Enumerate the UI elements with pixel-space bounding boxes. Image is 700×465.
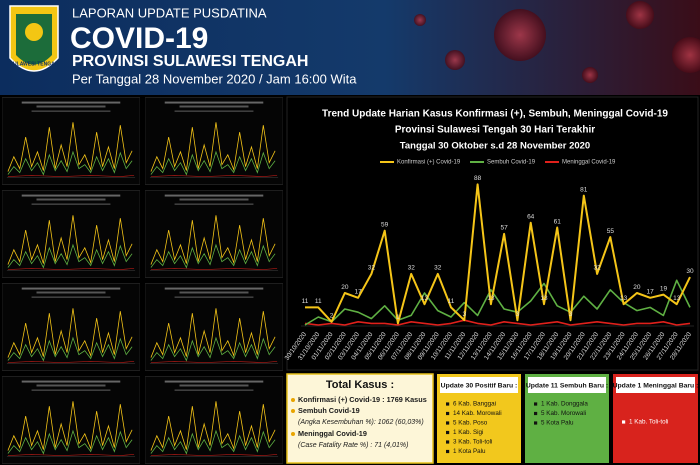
header-virus-art <box>414 1 700 83</box>
data-label: 13 <box>673 295 681 302</box>
update-box-item: 1 Kab. Toli-toli <box>629 419 668 426</box>
data-label: 64 <box>527 213 535 220</box>
bullet <box>446 440 450 444</box>
bullet <box>534 421 538 425</box>
data-label: 13 <box>620 295 628 302</box>
data-label: 20 <box>633 284 641 291</box>
data-label: 13 <box>487 295 495 302</box>
summary-item: Sembuh Covid-19 <box>298 406 360 415</box>
header-title: COVID-19 <box>70 22 208 55</box>
header-kicker: LAPORAN UPDATE PUSDATINA <box>72 5 267 20</box>
bullet <box>622 420 626 424</box>
update-box-title: Update 1 Meninggal Baru : <box>613 382 699 389</box>
bullet <box>446 430 450 435</box>
bullet <box>534 402 538 406</box>
data-label: 13 <box>540 295 548 302</box>
legend-label: Konfirmasi (+) Covid-19 <box>397 160 461 166</box>
update-box-item: 5 Kab. Morowali <box>541 410 586 417</box>
legend-label: Meninggal Covid-19 <box>562 160 616 166</box>
series-line <box>304 319 691 326</box>
header-subtitle: PROVINSI SULAWESI TENGAH <box>72 53 308 70</box>
update-box-item: 1 Kab. Donggala <box>541 401 588 408</box>
update-box-header <box>616 377 695 393</box>
data-label: 11 <box>302 298 309 305</box>
chart-subtitle: Provinsi Sulawesi Tengah 30 Hari Terakhi… <box>395 125 595 136</box>
update-box-item: 5 Kota Palu <box>541 420 574 427</box>
data-label: 57 <box>501 225 509 232</box>
bullet <box>446 421 450 425</box>
data-label: 19 <box>660 285 668 292</box>
bullet <box>446 411 450 416</box>
data-label: 13 <box>421 295 429 302</box>
summary-item: Konfirmasi (+) Covid-19 : 1769 Kasus <box>298 395 427 404</box>
bullet <box>291 432 295 436</box>
series-line <box>305 183 691 325</box>
summary-detail: (Angka Kesembuhan %): 1062 (60,03%) <box>298 419 424 426</box>
summary-area: Total Kasus : Konfirmasi (+) Covid-19 : 1… <box>286 373 699 464</box>
data-label: 59 <box>381 221 389 228</box>
data-label: 17 <box>647 289 655 296</box>
data-label: 32 <box>434 265 442 272</box>
data-label: 1 <box>396 314 400 321</box>
data-label: 3 <box>569 311 573 318</box>
chart-panel <box>286 96 699 371</box>
summary-title: Total Kasus : <box>326 379 394 391</box>
data-label: 32 <box>368 265 376 272</box>
update-box-item: 14 Kab. Morowali <box>453 410 502 417</box>
data-label: 17 <box>354 289 362 296</box>
data-label: 3 <box>516 311 520 318</box>
update-box-item: 5 Kab. Poso <box>453 420 488 427</box>
data-label: 32 <box>593 265 601 272</box>
summary-item: Meninggal Covid-19 <box>298 429 367 438</box>
logo-text: SULAWESI TENGAH <box>10 61 59 67</box>
update-box-item: 3 Kab. Toli-toli <box>453 439 492 446</box>
update-box-header <box>440 377 518 393</box>
data-label: 2 <box>330 313 334 320</box>
update-box-title: Update 30 Positif Baru : <box>441 382 518 389</box>
data-label: 11 <box>315 298 322 305</box>
bullet <box>534 411 538 416</box>
bullet <box>446 449 450 454</box>
update-box-header <box>528 377 606 393</box>
summary-detail: (Case Fatality Rate %) : 71 (4,01%) <box>298 442 409 449</box>
logo: SULAWESI TENGAH <box>9 5 59 72</box>
data-label: 55 <box>607 228 615 235</box>
series-line <box>304 279 691 326</box>
chart-title: Trend Update Harian Kasus Konfirmasi (+)… <box>322 109 668 120</box>
legend-label: Sembuh Covid-19 <box>487 160 536 166</box>
update-box-item: 1 Kota Palu <box>453 448 486 455</box>
data-label: 81 <box>580 186 588 193</box>
data-label: 30 <box>686 268 694 275</box>
data-label: 20 <box>341 284 349 291</box>
data-label: 11 <box>448 298 455 305</box>
update-box-item: 6 Kab. Banggai <box>453 401 496 408</box>
thumbnail-grid <box>2 97 283 464</box>
data-label: 61 <box>554 218 562 225</box>
update-box-item: 1 Kab. Sigi <box>453 429 483 436</box>
data-label: 88 <box>474 175 482 182</box>
bullet <box>291 398 295 402</box>
bullet <box>446 402 450 406</box>
data-label: 32 <box>408 265 416 272</box>
summary-box <box>286 373 434 464</box>
update-box-title: Update 11 Sembuh Baru : <box>526 382 608 389</box>
chart-subtitle-2: Tanggal 30 Oktober s.d 28 November 2020 <box>400 141 590 152</box>
header-date: Per Tanggal 28 November 2020 / Jam 16:00… <box>72 71 357 86</box>
data-label: 3 <box>462 311 466 318</box>
bullet <box>291 409 295 413</box>
